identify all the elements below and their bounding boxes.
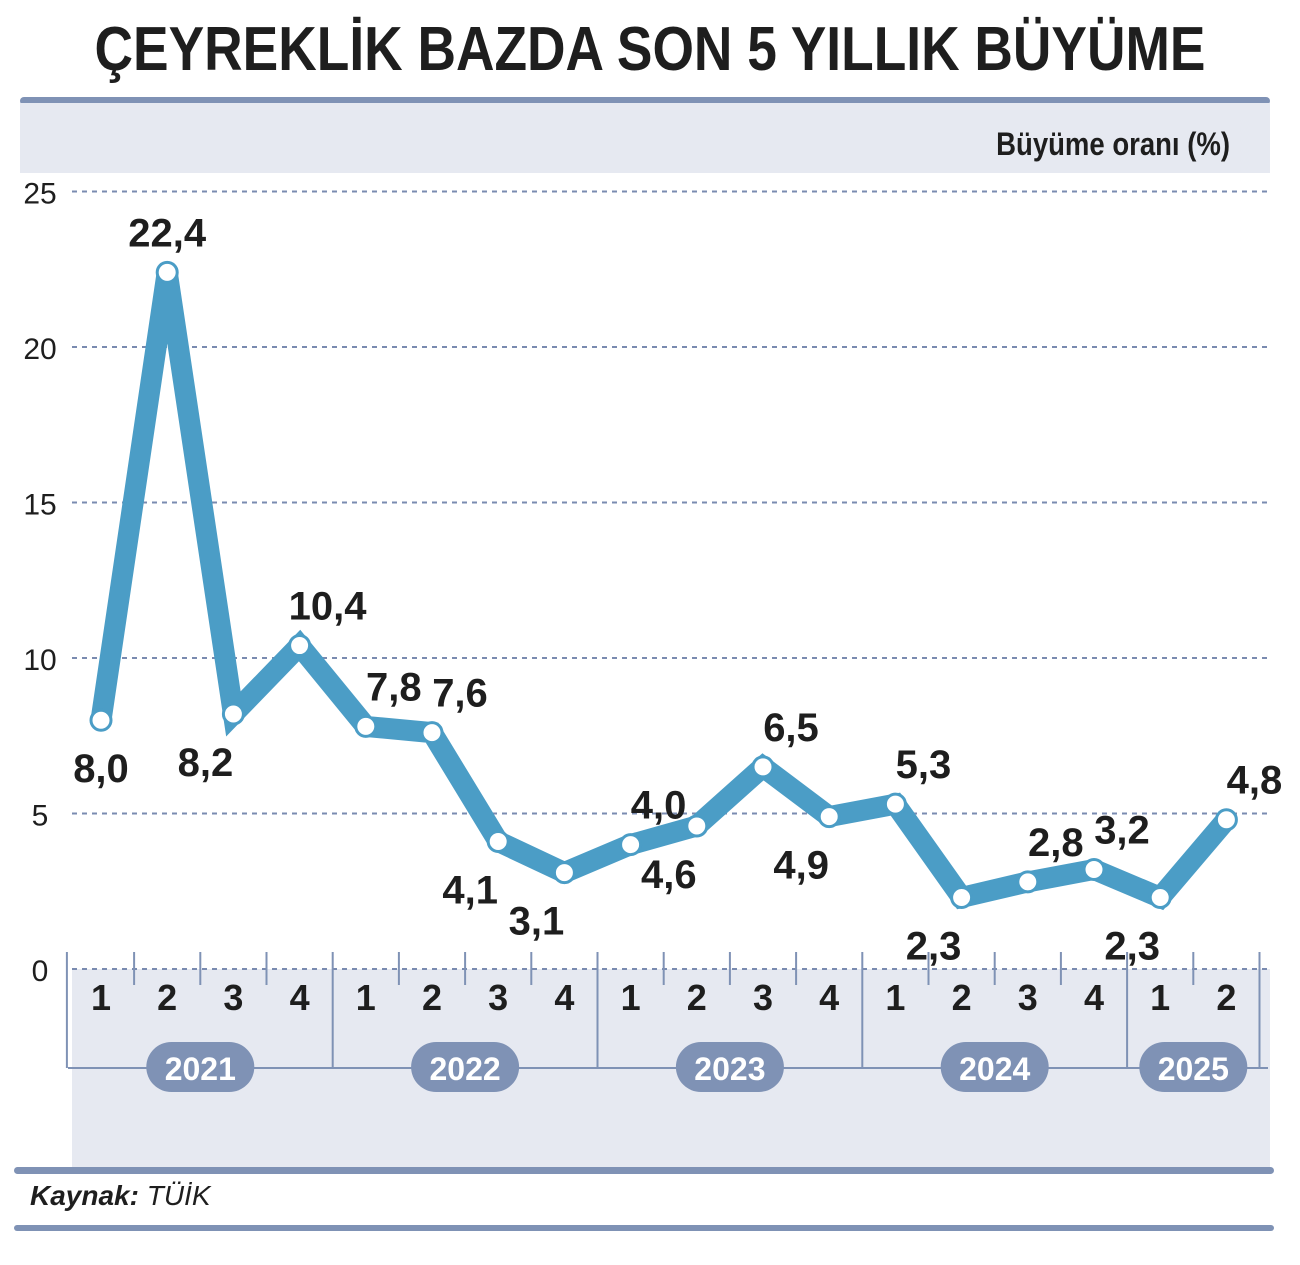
y-tick-label: 20 bbox=[23, 333, 56, 366]
data-label: 8,0 bbox=[73, 747, 129, 791]
data-label: 22,4 bbox=[128, 211, 207, 255]
y-tick-label: 10 bbox=[23, 644, 56, 677]
data-label: 10,4 bbox=[289, 585, 368, 629]
quarter-label: 4 bbox=[1084, 977, 1104, 1018]
quarter-label: 4 bbox=[290, 977, 310, 1018]
y-tick-label: 15 bbox=[23, 489, 56, 522]
data-point bbox=[1016, 870, 1040, 894]
year-badge bbox=[411, 1042, 520, 1092]
year-badge bbox=[146, 1042, 255, 1092]
data-point bbox=[950, 885, 974, 909]
quarter-label: 3 bbox=[223, 977, 243, 1018]
data-point bbox=[619, 833, 643, 857]
quarter-label: 3 bbox=[753, 977, 773, 1018]
source-rule bbox=[14, 1225, 1274, 1231]
data-point bbox=[155, 260, 179, 284]
data-label: 4,9 bbox=[773, 844, 829, 888]
data-label: 4,1 bbox=[442, 868, 498, 912]
data-point bbox=[89, 708, 113, 732]
data-label: 3,2 bbox=[1094, 808, 1150, 852]
quarter-label: 2 bbox=[687, 977, 707, 1018]
data-point bbox=[1082, 857, 1106, 881]
data-label: 7,8 bbox=[366, 665, 422, 709]
quarter-label: 1 bbox=[91, 977, 111, 1018]
quarter-label: 2 bbox=[157, 977, 177, 1018]
quarter-label: 2 bbox=[422, 977, 442, 1018]
data-label: 2,3 bbox=[906, 924, 962, 968]
data-point bbox=[420, 721, 444, 745]
y-tick-label: 0 bbox=[32, 955, 49, 988]
year-badge bbox=[675, 1042, 784, 1092]
bottom-bar bbox=[14, 1167, 1274, 1174]
quarter-label: 3 bbox=[488, 977, 508, 1018]
x-axis-panel bbox=[72, 969, 1270, 1171]
grid: 0 5 10 15 20 25 bbox=[23, 178, 1268, 988]
header-panel bbox=[20, 103, 1270, 173]
source-value: TÜİK bbox=[146, 1180, 211, 1211]
quarter-label: 4 bbox=[819, 977, 839, 1018]
data-point bbox=[883, 792, 907, 816]
year-label: 2022 bbox=[430, 1051, 501, 1087]
data-label: 4,8 bbox=[1227, 759, 1283, 803]
chart-title: ÇEYREKLİK BAZDA SON 5 YILLIK BÜYÜME bbox=[94, 15, 1206, 84]
series-line bbox=[89, 260, 1238, 911]
data-point bbox=[486, 829, 510, 853]
source-note: Kaynak: TÜİK bbox=[30, 1180, 211, 1212]
data-label: 4,6 bbox=[641, 853, 697, 897]
data-labels: 8,0 22,4 8,2 10,4 7,8 7,6 4,13,1 4,0 4,6 6,5 4,9 5,… bbox=[73, 211, 1282, 968]
quarter-label: 4 bbox=[554, 977, 574, 1018]
y-tick-label: 5 bbox=[32, 800, 49, 833]
year-label: 2025 bbox=[1158, 1051, 1229, 1087]
year-badge bbox=[1139, 1042, 1248, 1092]
data-label: 2,3 bbox=[1104, 924, 1160, 968]
y-tick-label: 25 bbox=[23, 178, 56, 211]
quarter-label: 1 bbox=[356, 977, 376, 1018]
data-point bbox=[552, 861, 576, 885]
data-point bbox=[288, 634, 312, 658]
data-label: 4,0 bbox=[631, 784, 687, 828]
data-point bbox=[685, 814, 709, 838]
quarter-label: 1 bbox=[885, 977, 905, 1018]
data-point bbox=[354, 714, 378, 738]
y-axis-title: Büyüme oranı (%) bbox=[996, 127, 1230, 162]
year-label: 2024 bbox=[959, 1051, 1030, 1087]
data-point bbox=[1214, 808, 1238, 832]
year-label: 2023 bbox=[694, 1051, 765, 1087]
data-point bbox=[817, 805, 841, 829]
quarter-label: 2 bbox=[1216, 977, 1236, 1018]
year-badge bbox=[940, 1042, 1049, 1092]
quarter-label: 1 bbox=[621, 977, 641, 1018]
data-label: 6,5 bbox=[763, 706, 819, 750]
data-label: 7,6 bbox=[432, 672, 488, 716]
data-point bbox=[751, 755, 775, 779]
quarter-label: 3 bbox=[1018, 977, 1038, 1018]
year-label: 2021 bbox=[165, 1051, 236, 1087]
data-point bbox=[221, 702, 245, 726]
x-axis: 1 2 3 4 1 2 3 4 1 2 3 4 1 2 3 4 1 2 2021 2022 2023 2024 2025 bbox=[65, 952, 1268, 1092]
source-label: Kaynak: bbox=[30, 1180, 139, 1211]
data-label: 5,3 bbox=[896, 743, 952, 787]
quarter-label: 2 bbox=[952, 977, 972, 1018]
data-point bbox=[1148, 885, 1172, 909]
quarter-label: 1 bbox=[1150, 977, 1170, 1018]
data-label: 8,2 bbox=[178, 741, 234, 785]
data-label: 2,8 bbox=[1028, 821, 1084, 865]
data-label: 3,1 bbox=[509, 900, 565, 944]
